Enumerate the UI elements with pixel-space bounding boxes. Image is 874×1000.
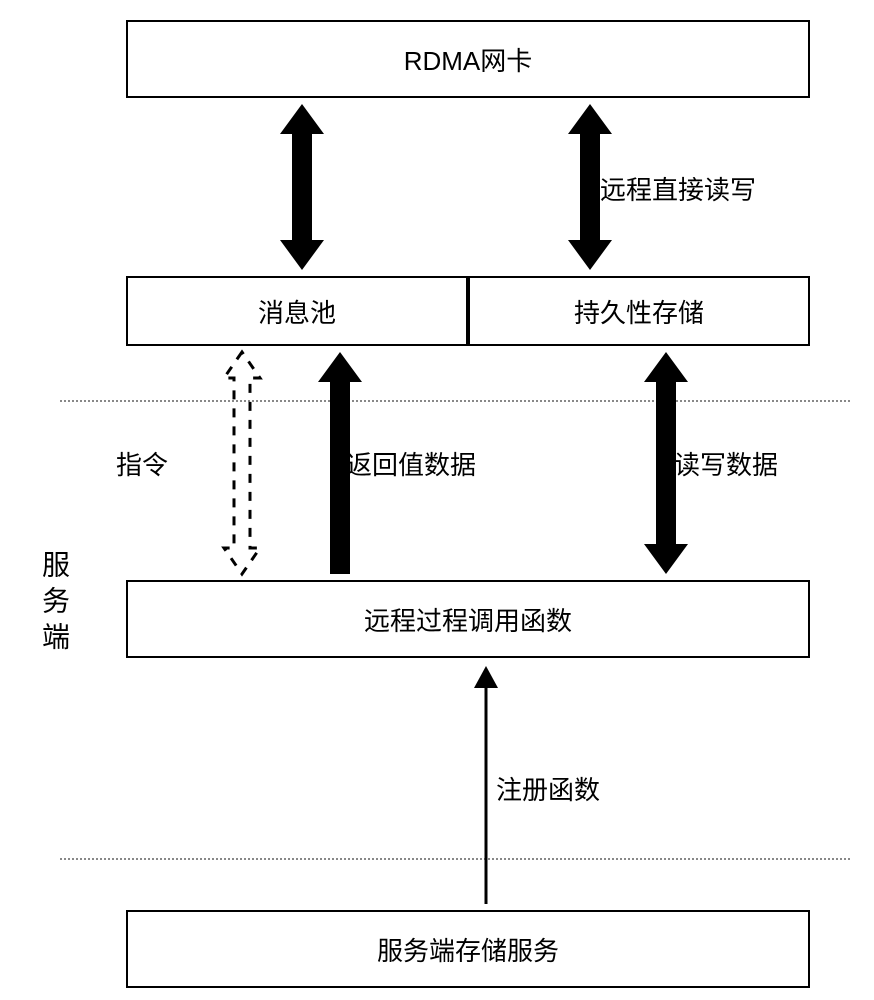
- rpc-func-label: 远程过程调用函数: [364, 601, 572, 638]
- msg-pool-box: 消息池: [126, 276, 468, 346]
- rpc-func-box: 远程过程调用函数: [126, 580, 810, 658]
- rdma-nic-box: RDMA网卡: [126, 20, 810, 98]
- rdma-nic-label: RDMA网卡: [404, 41, 533, 78]
- arrow-command-label: 指令: [116, 445, 168, 482]
- arrow-register-func-label: 注册函数: [496, 770, 600, 807]
- divider-1: [60, 400, 850, 402]
- divider-2: [60, 858, 850, 860]
- arrow-rw-data-label: 读写数据: [674, 445, 778, 482]
- arrow-return-value-label: 返回值数据: [346, 445, 476, 482]
- server-store-label: 服务端存储服务: [377, 931, 559, 968]
- arrow-command-dashed: [218, 352, 266, 574]
- persist-store-box: 持久性存储: [468, 276, 810, 346]
- persist-store-label: 持久性存储: [574, 293, 704, 330]
- msg-pool-label: 消息池: [258, 293, 336, 330]
- server-side-label: 服务端: [34, 550, 74, 658]
- server-store-box: 服务端存储服务: [126, 910, 810, 988]
- arrow-rdma-msgpool: [272, 104, 332, 270]
- arrow-rdma-persist-label: 远程直接读写: [600, 170, 756, 207]
